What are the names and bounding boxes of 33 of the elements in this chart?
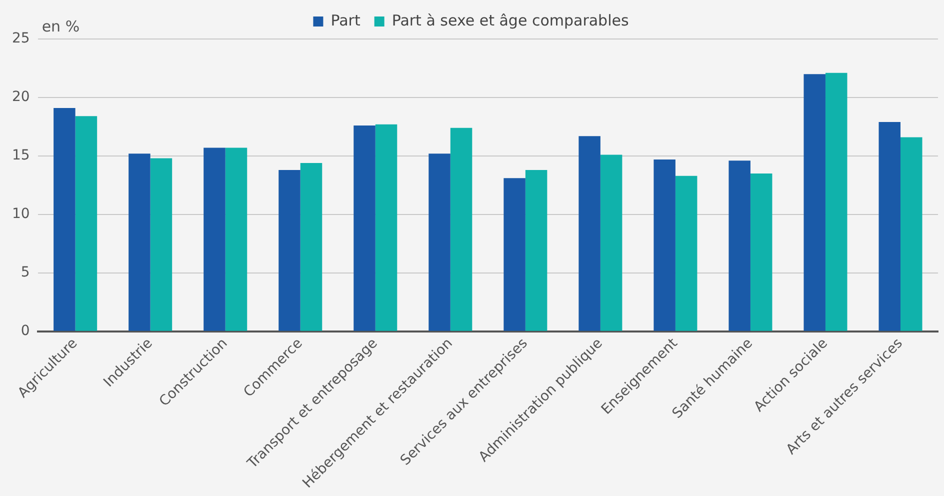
bar [428,154,450,331]
bar [278,170,300,331]
legend-label: Part [330,11,360,30]
bar [825,72,848,331]
bar [504,178,526,331]
bar [375,124,398,331]
bar [450,128,472,331]
bar [54,108,76,331]
y-tick-label: 0 [20,323,30,340]
bar [804,74,826,331]
bar [75,116,98,331]
bar [578,136,600,331]
y-tick-label: 5 [20,264,30,281]
bar [728,160,750,331]
bar [204,148,226,331]
bar [150,158,172,331]
bar [878,122,900,331]
bar [600,154,622,331]
legend-label: Part à sexe et âge comparables [392,11,629,30]
y-tick-label: 25 [12,30,30,47]
bar [128,154,150,331]
y-tick-label: 15 [12,148,30,164]
bar [525,170,548,331]
bar [750,173,772,331]
bar [654,159,676,331]
y-axis-title: en % [42,17,80,36]
y-tick-label: 10 [12,206,30,222]
y-tick-label: 20 [12,89,30,106]
bar [900,137,922,331]
bar [225,148,248,331]
bar [675,176,698,331]
bar [354,126,376,331]
bar [300,162,322,331]
